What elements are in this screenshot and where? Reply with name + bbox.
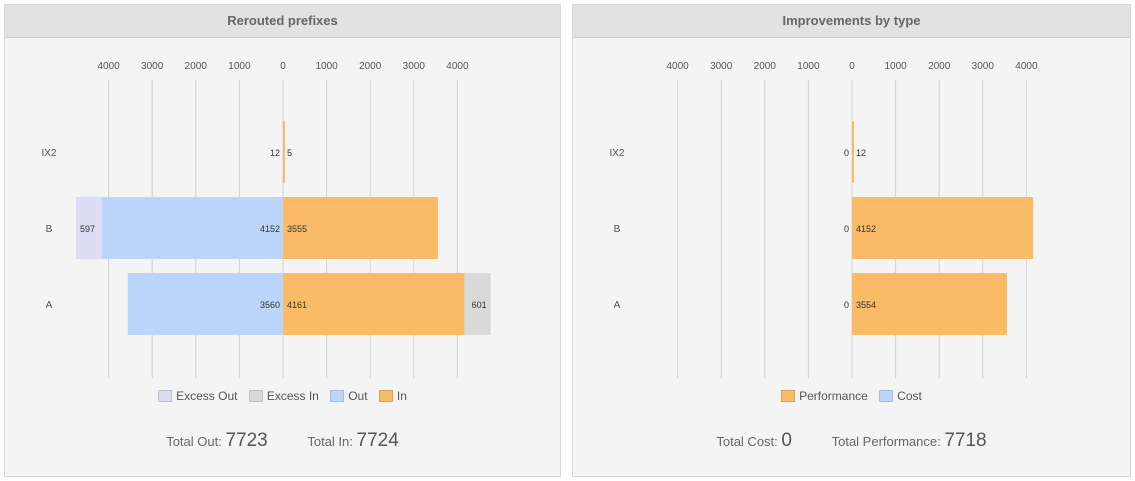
x-tick-label: 4000 (446, 61, 469, 72)
bar-in (283, 197, 438, 259)
bar-in (283, 121, 285, 183)
total-label: Total In: (307, 434, 353, 449)
category-label: B (46, 224, 53, 235)
legend-swatch (781, 390, 796, 402)
legend-swatch (158, 390, 173, 402)
totals: Total Out: 7723 Total In: 7724 (5, 430, 560, 452)
legend-label: Excess In (266, 389, 319, 403)
x-tick-label: 2000 (928, 61, 951, 72)
x-tick-label: 3000 (972, 61, 995, 72)
data-label: 4152 (856, 224, 876, 234)
data-label: 0 (844, 300, 849, 310)
bar-performance (852, 121, 854, 183)
legend-swatch (330, 390, 345, 402)
x-tick-label: 1000 (797, 61, 820, 72)
total-label: Total Performance: (831, 434, 941, 449)
data-label: 12 (270, 148, 280, 158)
total-cost: Total Cost: 0 (716, 430, 792, 452)
total-value: 7724 (356, 430, 399, 451)
category-label: IX2 (609, 148, 624, 159)
chart-legend: Excess Out Excess In Out In (5, 389, 560, 403)
legend-label: Out (348, 389, 368, 403)
bar-out (127, 273, 283, 335)
panel-title: Improvements by type (573, 5, 1130, 38)
total-out: Total Out: 7723 (166, 430, 268, 452)
x-tick-label: 1000 (228, 61, 251, 72)
total-value: 7718 (944, 430, 987, 451)
legend-label: Performance (799, 389, 868, 403)
data-label: 4161 (287, 300, 307, 310)
panel-title: Rerouted prefixes (5, 5, 560, 38)
bar-performance (852, 197, 1034, 259)
x-tick-label: 2000 (185, 61, 208, 72)
data-label: 3560 (260, 300, 280, 310)
legend-excess-out[interactable]: Excess Out (158, 389, 237, 403)
bar-out (101, 197, 283, 259)
data-label: 0 (844, 224, 849, 234)
category-label: B (614, 224, 621, 235)
chart-legend: Performance Cost (573, 389, 1130, 403)
data-label: 3554 (856, 300, 876, 310)
total-value: 7723 (225, 430, 268, 451)
x-tick-label: 3000 (710, 61, 733, 72)
legend-swatch (378, 390, 393, 402)
legend-label: Cost (897, 389, 922, 403)
rerouted-prefixes-chart: 4000 3000 2000 1000 0 1000 2000 3000 4000 IX2 B A 12… (41, 61, 491, 378)
legend-excess-in[interactable]: Excess In (248, 389, 319, 403)
legend-swatch (879, 390, 894, 402)
total-label: Total Cost: (716, 434, 778, 449)
x-tick-label: 0 (280, 61, 286, 72)
total-in: Total In: 7724 (307, 430, 398, 452)
category-label: IX2 (41, 148, 56, 159)
category-label: A (46, 300, 53, 311)
data-label: 4152 (260, 224, 280, 234)
data-label: 5 (287, 148, 292, 158)
x-tick-label: 4000 (97, 61, 120, 72)
category-label: A (614, 300, 621, 311)
totals: Total Cost: 0 Total Performance: 7718 (573, 430, 1130, 452)
data-label: 0 (844, 148, 849, 158)
x-tick-label: 1000 (884, 61, 907, 72)
x-tick-label: 2000 (754, 61, 777, 72)
legend-cost[interactable]: Cost (879, 389, 922, 403)
total-performance: Total Performance: 7718 (832, 430, 987, 452)
x-tick-label: 0 (849, 61, 855, 72)
improvements-by-type-panel: Improvements by type 4000 3000 2000 1000 0 10… (572, 4, 1131, 477)
legend-swatch (248, 390, 263, 402)
data-label: 601 (472, 300, 487, 310)
legend-out[interactable]: Out (330, 389, 368, 403)
legend-performance[interactable]: Performance (781, 389, 868, 403)
x-tick-label: 4000 (1015, 61, 1038, 72)
bar-excess-in (464, 273, 491, 335)
x-tick-label: 4000 (666, 61, 689, 72)
legend-label: Excess Out (176, 389, 238, 403)
legend-in[interactable]: In (378, 389, 407, 403)
total-value: 0 (781, 430, 792, 451)
x-tick-label: 3000 (403, 61, 426, 72)
bar-in (283, 273, 465, 335)
x-tick-label: 3000 (141, 61, 164, 72)
x-tick-label: 2000 (359, 61, 382, 72)
data-label: 3555 (287, 224, 307, 234)
legend-label: In (396, 389, 407, 403)
data-label: 597 (80, 224, 95, 234)
bar-performance (852, 273, 1007, 335)
x-tick-label: 1000 (315, 61, 338, 72)
total-label: Total Out: (166, 434, 222, 449)
data-label: 12 (856, 148, 866, 158)
improvements-chart: 4000 3000 2000 1000 0 1000 2000 3000 4000 IX2 B A 0 0… (609, 61, 1038, 378)
rerouted-prefixes-panel: Rerouted prefixes 4000 3000 2000 1000 0 1000 2… (4, 4, 561, 477)
bar-excess-out (75, 197, 102, 259)
